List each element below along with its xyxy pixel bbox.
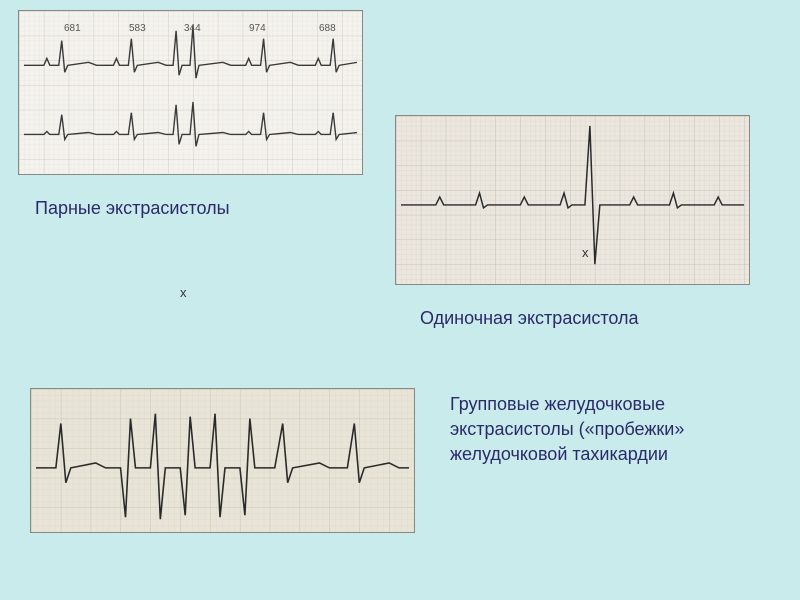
x-marker-right: х <box>582 245 589 260</box>
ecg-grid-paired <box>19 11 362 174</box>
interval-4: 688 <box>319 23 336 34</box>
caption-group: Групповые желудочковые экстрасистолы («п… <box>450 392 730 468</box>
interval-0: 681 <box>64 23 81 34</box>
ecg-grid-group <box>31 389 414 532</box>
interval-3: 974 <box>249 23 266 34</box>
interval-2: 344 <box>184 23 201 34</box>
ecg-panel-group <box>30 388 415 533</box>
ecg-panel-paired: 681 583 344 974 688 <box>18 10 363 175</box>
ecg-panel-single <box>395 115 750 285</box>
caption-single: Одиночная экстрасистола <box>420 308 639 329</box>
caption-paired: Парные экстрасистолы <box>35 198 230 219</box>
interval-1: 583 <box>129 23 146 34</box>
x-marker-lone: х <box>180 285 187 300</box>
ecg-grid-single <box>396 116 749 284</box>
